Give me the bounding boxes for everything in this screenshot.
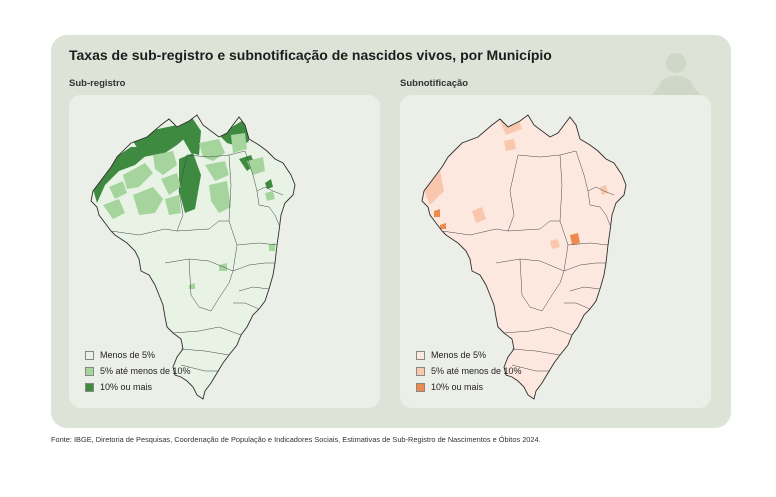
legend-swatch (416, 366, 425, 376)
source-note: Fonte: IBGE, Diretoria de Pesquisas, Coo… (51, 435, 541, 444)
panel-label-sub-registro: Sub-registro (69, 78, 126, 89)
brazil-map-subnotificacao (421, 114, 627, 400)
brazil-map-sub-registro (90, 114, 296, 400)
legend-swatch (85, 350, 94, 360)
legend-swatch (85, 366, 94, 376)
state-borders (441, 150, 615, 372)
legend-label: 5% até menos de 10% (431, 366, 522, 376)
map-panel-sub-registro: Menos de 5% 5% até menos de 10% 10% ou m… (69, 95, 380, 408)
legend-swatch (85, 382, 94, 392)
legend-label: 10% ou mais (431, 382, 484, 392)
panel-label-subnotificacao: Subnotificação (400, 78, 469, 89)
legend-label: 10% ou mais (100, 382, 153, 392)
page-title: Taxas de sub-registro e subnotificação d… (69, 47, 552, 63)
legend-swatch (416, 350, 425, 360)
legend-item: 5% até menos de 10% (85, 363, 191, 379)
state-borders (110, 150, 284, 372)
legend-item: 10% ou mais (85, 379, 191, 395)
map-panel-subnotificacao: Menos de 5% 5% até menos de 10% 10% ou m… (400, 95, 711, 408)
legend-label: Menos de 5% (100, 350, 156, 360)
legend-sub-registro: Menos de 5% 5% até menos de 10% 10% ou m… (85, 347, 191, 395)
green-areas (91, 117, 275, 289)
legend-subnotificacao: Menos de 5% 5% até menos de 10% 10% ou m… (416, 347, 522, 395)
legend-item: 10% ou mais (416, 379, 522, 395)
legend-item: Menos de 5% (85, 347, 191, 363)
legend-swatch (416, 382, 425, 392)
legend-label: 5% até menos de 10% (100, 366, 191, 376)
map-card: Taxas de sub-registro e subnotificação d… (51, 35, 731, 428)
legend-label: Menos de 5% (431, 350, 487, 360)
legend-item: Menos de 5% (416, 347, 522, 363)
legend-item: 5% até menos de 10% (416, 363, 522, 379)
